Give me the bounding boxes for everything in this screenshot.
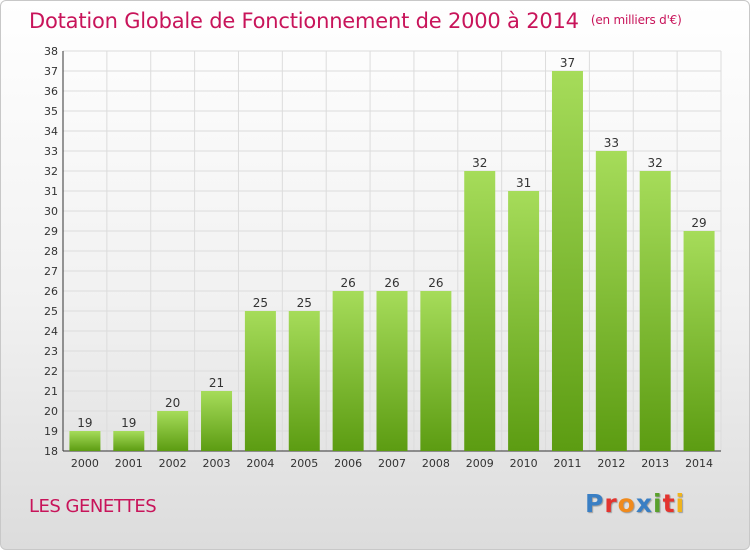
bar-2008 [420,291,452,451]
bar-value-label: 33 [604,136,619,150]
y-tick-label: 27 [44,265,58,278]
bar-value-label: 31 [516,176,531,190]
y-tick-label: 24 [44,325,58,338]
bar-2003 [201,391,233,451]
y-tick-label: 20 [44,405,58,418]
logo-letter: o [617,489,636,518]
bar-2010 [508,191,540,451]
bar-2013 [639,171,671,451]
x-tick-label: 2009 [466,457,494,470]
bar-2009 [464,171,496,451]
bar-value-label: 19 [77,416,92,430]
y-tick-label: 22 [44,365,58,378]
logo-letter: t [662,489,676,518]
bar-2006 [332,291,364,451]
x-tick-label: 2007 [378,457,406,470]
chart-title: Dotation Globale de Fonctionnement de 20… [29,9,682,33]
logo-letter: i [675,489,686,518]
x-tick-label: 2011 [553,457,581,470]
bar-2002 [157,411,189,451]
y-tick-label: 38 [44,45,58,58]
y-tick-label: 18 [44,445,58,458]
logo-letter: i [653,489,663,518]
chart-title-text: Dotation Globale de Fonctionnement de 20… [29,9,579,33]
y-tick-label: 32 [44,165,58,178]
y-tick-label: 25 [44,305,58,318]
x-tick-label: 2002 [159,457,187,470]
bar-2004 [244,311,276,451]
bar-2012 [595,151,627,451]
bar-2014 [683,231,715,451]
bar-value-label: 19 [121,416,136,430]
bar-2001 [113,431,145,451]
x-tick-label: 2010 [510,457,538,470]
y-tick-label: 33 [44,145,58,158]
y-tick-label: 34 [44,125,58,138]
x-tick-label: 2014 [685,457,713,470]
bar-value-label: 32 [648,156,663,170]
x-tick-label: 2001 [115,457,143,470]
y-tick-label: 29 [44,225,58,238]
y-tick-label: 28 [44,245,58,258]
bar-2005 [288,311,320,451]
x-tick-label: 2008 [422,457,450,470]
x-tick-label: 2006 [334,457,362,470]
bar-value-label: 25 [297,296,312,310]
bar-value-label: 29 [691,216,706,230]
bar-value-label: 20 [165,396,180,410]
y-tick-label: 37 [44,65,58,78]
y-tick-label: 23 [44,345,58,358]
x-tick-label: 2004 [246,457,274,470]
y-tick-label: 26 [44,285,58,298]
y-tick-label: 36 [44,85,58,98]
x-tick-label: 2013 [641,457,669,470]
bar-value-label: 26 [384,276,399,290]
bar-2007 [376,291,408,451]
y-tick-label: 31 [44,185,58,198]
commune-name: LES GENETTES [29,496,157,517]
bar-value-label: 25 [253,296,268,310]
logo-letter: P [585,489,605,518]
x-tick-label: 2005 [290,457,318,470]
y-tick-label: 19 [44,425,58,438]
bar-2000 [69,431,101,451]
bar-value-label: 26 [428,276,443,290]
y-tick-label: 35 [44,105,58,118]
bar-value-label: 26 [340,276,355,290]
x-tick-label: 2012 [597,457,625,470]
bar-value-label: 32 [472,156,487,170]
bar-value-label: 37 [560,56,575,70]
logo-letter: r [604,489,618,518]
x-tick-label: 2000 [71,457,99,470]
proxiti-logo[interactable]: Proxiti [585,489,685,518]
bar-2011 [551,71,583,451]
x-tick-label: 2003 [203,457,231,470]
chart-unit: (en milliers d'€) [590,13,682,27]
bar-value-label: 21 [209,376,224,390]
bars: 19 19 20 21 25 25 26 26 26 32 31 37 33 32 29 [69,56,715,451]
logo-letter: x [635,489,653,518]
axes: 18 19 20 21 22 23 24 25 26 27 28 29 30 31 32 33 34 35 36 37… [44,45,721,470]
y-tick-label: 30 [44,205,58,218]
y-tick-label: 21 [44,385,58,398]
